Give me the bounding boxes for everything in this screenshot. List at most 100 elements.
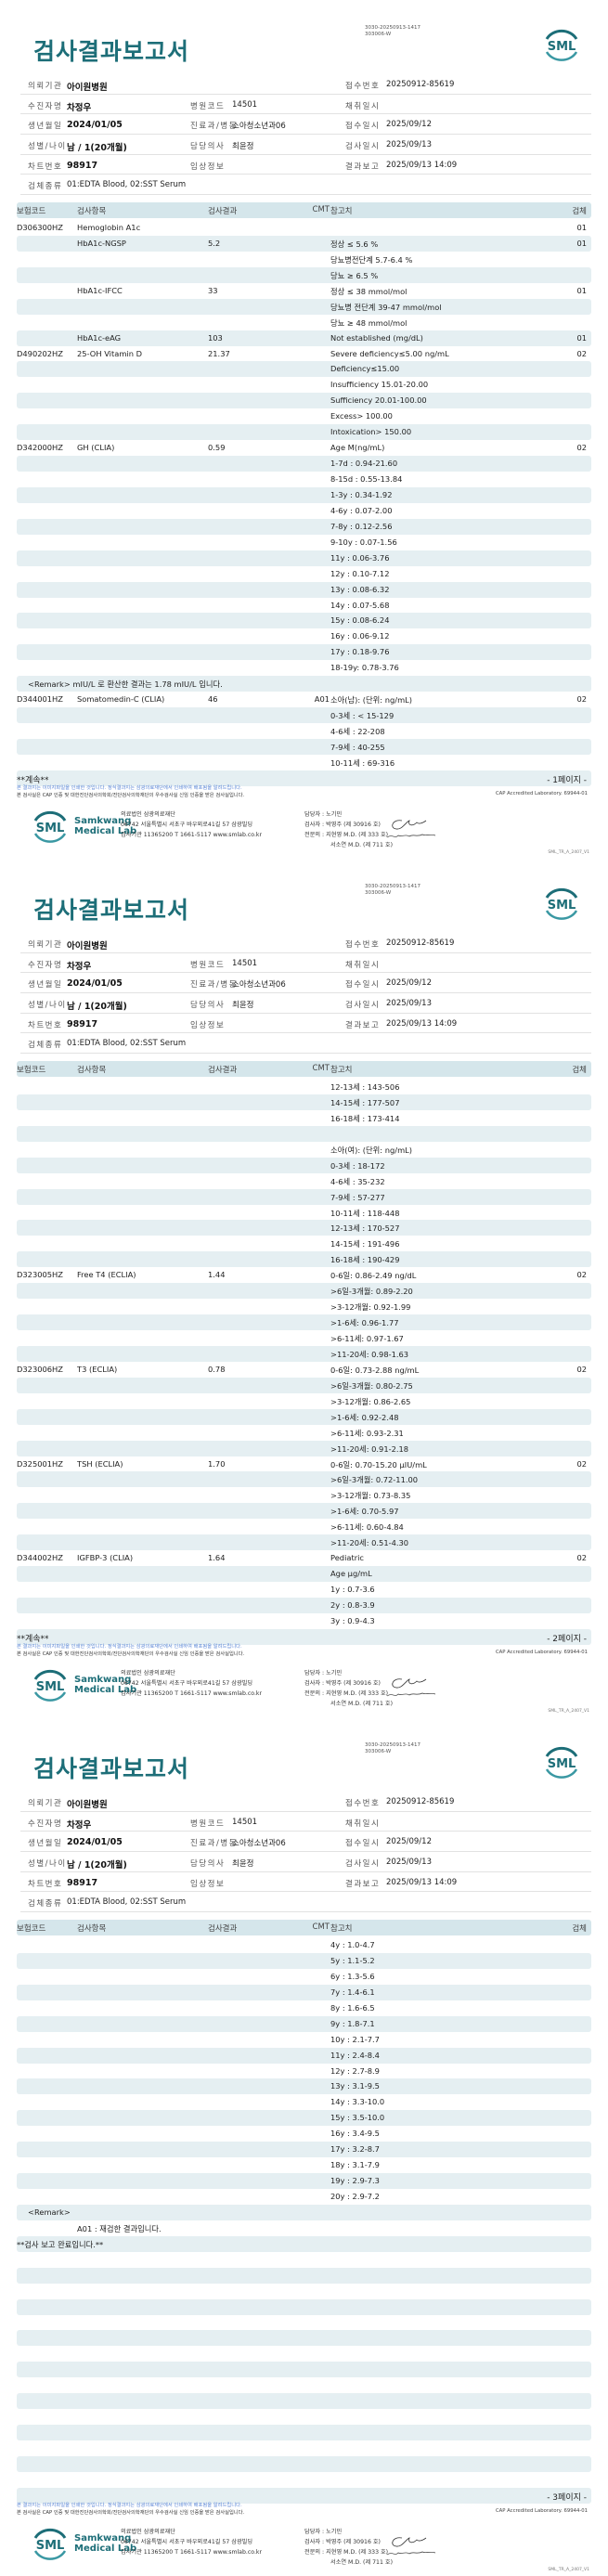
page-number: - 3페이지 - bbox=[547, 2492, 587, 2503]
cell-res: 1.70 bbox=[208, 1458, 226, 1469]
report-page: 검사결과보고서 3030-20250913-1417 303006-W SML 의… bbox=[0, 1717, 608, 2576]
doc-id-line: 3030-20250913-1417 bbox=[365, 1742, 420, 1748]
doc-id-line: 303006-W bbox=[365, 890, 392, 896]
cell-spec: 01 bbox=[576, 332, 587, 343]
cell-ref: Age M(ng/mL) bbox=[330, 443, 385, 453]
cell-ref: 14-15세 : 177-507 bbox=[330, 1097, 400, 1107]
info-value-specimen-type: 01:EDTA Blood, 02:SST Serum bbox=[67, 1039, 187, 1049]
results-table-body: 4y : 1.0-4.7 5y : 1.1-5.2 6y : 1.3-5.6 7y :… bbox=[17, 1937, 591, 2504]
table-row: 16-18세 : 190-429 bbox=[17, 1251, 591, 1268]
info-row: 검체종류 01:EDTA Blood, 02:SST Serum bbox=[20, 175, 591, 196]
header-cmt: CMT bbox=[312, 1922, 330, 1932]
cell-ref: 소아(여): (단위: ng/mL) bbox=[330, 1145, 413, 1155]
doc-id-line: 3030-20250913-1417 bbox=[365, 884, 420, 889]
cap-notice: 본 검사실은 CAP 인증 및 대한진단검사의학회/진단검사의학재단의 우수검사… bbox=[17, 2510, 245, 2516]
cell-item: HbA1c-IFCC bbox=[77, 285, 123, 295]
table-row: 15y : 0.08-6.24 bbox=[17, 613, 591, 629]
info-label: 채취일시 bbox=[345, 960, 381, 970]
table-row: 14y : 0.07-5.68 bbox=[17, 598, 591, 614]
results-table-body: 12-13세 : 143-506 14-15세 : 177-507 16-18세 :… bbox=[17, 1079, 591, 1645]
info-row: 차트번호 98917 임상정보 결과보고 2025/09/13 14:09 bbox=[20, 1872, 591, 1893]
table-row: 20y : 2.9-7.2 bbox=[17, 2189, 591, 2205]
contact: 검사기관 11365200 T 1661-5117 www.smlab.co.k… bbox=[121, 2549, 263, 2556]
info-label: 병원코드 bbox=[190, 101, 226, 111]
cell-res: 103 bbox=[208, 332, 223, 343]
specialist: 전문의 : 지현영 M.D. (제 333 호) bbox=[304, 1690, 389, 1697]
cell-ref: Not established (mg/dL) bbox=[330, 332, 423, 343]
info-label: 채취일시 bbox=[345, 101, 381, 111]
report-complete-text: **검사 보고 완료입니다.** bbox=[17, 2239, 104, 2249]
cell-spec: 01 bbox=[576, 238, 587, 248]
header-reference: 참고치 bbox=[330, 207, 353, 216]
cell-ref: 9y : 1.8-7.1 bbox=[330, 2018, 375, 2028]
cell-spec: 02 bbox=[576, 443, 587, 453]
cell-ref: 14y : 0.07-5.68 bbox=[330, 600, 390, 610]
tester: 검사자 : 박영주 (제 30916 호) bbox=[304, 822, 381, 828]
info-label: 진료과/병동 bbox=[190, 980, 238, 990]
cell-ref: 정상 ≤ 38 mmol/mol bbox=[330, 286, 407, 296]
table-row: 6y : 1.3-5.6 bbox=[17, 1969, 591, 1985]
table-row: >3-12개월: 0.86-2.65 bbox=[17, 1393, 591, 1409]
table-row: >6일-3개월: 0.72-11.00 bbox=[17, 1471, 591, 1488]
table-row: 5y : 1.1-5.2 bbox=[17, 1952, 591, 1969]
patient-info-table: 의뢰기관 아이원병원 접수번호 20250912-85619 수진자명 차정우 병원코드 1… bbox=[20, 74, 591, 196]
cell-ref: 정상 ≤ 5.6 % bbox=[330, 239, 379, 249]
info-value-requesting-institution: 아이원병원 bbox=[67, 83, 108, 93]
brand-name: Samkwang Medical Lab bbox=[74, 2533, 136, 2554]
table-row bbox=[17, 2267, 591, 2284]
cell-res: 46 bbox=[208, 694, 218, 705]
table-row: 4y : 1.0-4.7 bbox=[17, 1937, 591, 1953]
table-row: 12-13세 : 143-506 bbox=[17, 1079, 591, 1094]
cell-res: 21.37 bbox=[208, 348, 230, 358]
info-value-department: 소아청소년과06 bbox=[232, 1839, 286, 1849]
form-version: SML_TR_A_2407_V1 bbox=[548, 2568, 589, 2572]
manager: 담당자 : 노기민 bbox=[304, 1670, 343, 1676]
info-row: 수진자명 차정우 병원코드 14501 채취일시 bbox=[20, 953, 591, 974]
table-row: >1-6세: 0.96-1.77 bbox=[17, 1314, 591, 1330]
table-row: 14-15세 : 177-507 bbox=[17, 1094, 591, 1110]
sml-logo-icon: SML bbox=[30, 807, 71, 846]
table-row: 19y : 2.9-7.3 bbox=[17, 2173, 591, 2189]
info-value-birth-date: 2024/01/05 bbox=[67, 120, 123, 131]
cell-ref: 17y : 3.2-8.7 bbox=[330, 2144, 380, 2155]
info-value-chart-no: 98917 bbox=[67, 1877, 98, 1888]
form-version: SML_TR_A_2407_V1 bbox=[548, 1709, 589, 1714]
doc-id-line: 303006-W bbox=[365, 1749, 392, 1754]
lab-address: 의료법인 삼광의료재단 06742 서울특별시 서초구 바우뫼로41길 57 삼… bbox=[121, 809, 262, 840]
report-complete-row: **검사 보고 완료입니다.** bbox=[17, 2235, 591, 2252]
info-value-test-date: 2025/09/13 bbox=[386, 1858, 432, 1868]
cell-ref: >6-11세: 0.60-4.84 bbox=[330, 1522, 404, 1533]
info-value-receipt-no: 20250912-85619 bbox=[386, 938, 455, 948]
info-label: 접수번호 bbox=[345, 1799, 381, 1808]
info-label: 접수번호 bbox=[345, 82, 381, 91]
cell-ref: 17y : 0.18-9.76 bbox=[330, 647, 390, 657]
signature-icon bbox=[386, 2537, 436, 2556]
info-row: 검체종류 01:EDTA Blood, 02:SST Serum bbox=[20, 1892, 591, 1913]
cell-item: 25-OH Vitamin D bbox=[77, 348, 142, 358]
cell-res: 33 bbox=[208, 285, 218, 295]
table-row: 17y : 0.18-9.76 bbox=[17, 644, 591, 661]
info-label: 의뢰기관 bbox=[28, 1799, 63, 1808]
cell-res: 5.2 bbox=[208, 238, 221, 248]
remark-text: <Remark> bbox=[28, 2207, 71, 2217]
patient-info-table: 의뢰기관 아이원병원 접수번호 20250912-85619 수진자명 차정우 병원코드 1… bbox=[20, 933, 591, 1055]
table-row: 0-3세 : < 15-129 bbox=[17, 707, 591, 723]
cell-ref: Excess> 100.00 bbox=[330, 411, 393, 421]
cell-ref: 4y : 1.0-4.7 bbox=[330, 1940, 375, 1949]
info-label: 수진자명 bbox=[28, 1819, 63, 1829]
patient-info-table: 의뢰기관 아이원병원 접수번호 20250912-85619 수진자명 차정우 병원코드 1… bbox=[20, 1792, 591, 1913]
header-result: 검사결과 bbox=[208, 207, 238, 216]
report-page: 검사결과보고서 3030-20250913-1417 303006-W SML 의… bbox=[0, 859, 608, 1717]
cell-ref: 18y : 3.1-7.9 bbox=[330, 2160, 380, 2170]
cell-item: Free T4 (ECLIA) bbox=[77, 1270, 136, 1280]
table-row: 8-15d : 0.55-13.84 bbox=[17, 472, 591, 487]
cell-spec: 01 bbox=[576, 285, 587, 295]
sml-logo-icon: SML bbox=[30, 1665, 71, 1704]
cell-ref: 12-13세 : 143-506 bbox=[330, 1082, 400, 1092]
page-marker-row: **계속** - 1페이지 - bbox=[17, 770, 591, 786]
table-row: >6-11세: 0.97-1.67 bbox=[17, 1330, 591, 1346]
info-value-requesting-institution: 아이원병원 bbox=[67, 1800, 108, 1810]
table-row: 10-11세 : 118-448 bbox=[17, 1205, 591, 1221]
address: 06742 서울특별시 서초구 바우뫼로41길 57 삼광빌딩 bbox=[121, 822, 253, 828]
cell-code: D306300HZ bbox=[17, 223, 63, 232]
